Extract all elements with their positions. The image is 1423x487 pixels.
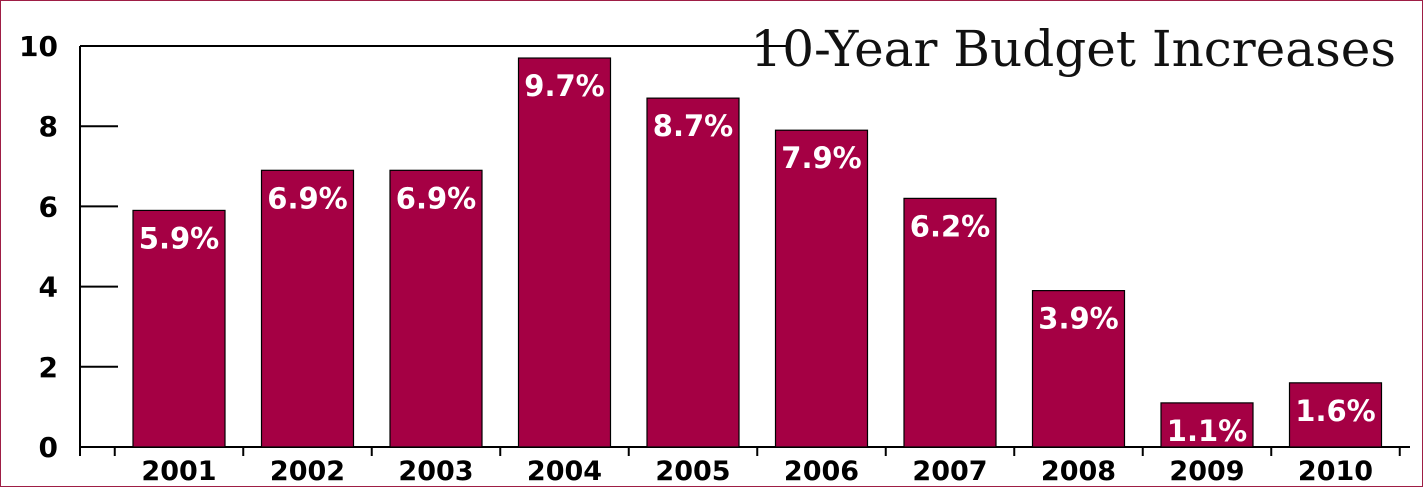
bar-2007: [903, 197, 997, 448]
x-tick-label-2003: 2003: [398, 456, 473, 487]
x-tick-label-2009: 2009: [1169, 456, 1244, 487]
chart-bars: [132, 57, 1383, 448]
x-tick-label-2004: 2004: [527, 456, 602, 487]
y-tick-label-0: 0: [39, 431, 58, 464]
data-label-2008: 3.9%: [1038, 302, 1118, 336]
bar-2008: [1031, 290, 1126, 448]
bar-2003: [389, 169, 483, 448]
x-tick-label-2005: 2005: [655, 456, 730, 487]
chart-labels: 5.9% 2001 6.9% 2002 6.9% 2003 9.7% 2004 8.7% 2005…: [139, 69, 1376, 487]
chart-title: 10-Year Budget Increases: [750, 20, 1396, 78]
data-label-2001: 5.9%: [139, 221, 219, 255]
bar-2009: [1160, 402, 1254, 448]
bar-2004: [517, 57, 612, 448]
bar-2001: [132, 209, 226, 448]
data-label-2009: 1.1%: [1167, 414, 1247, 448]
x-tick-label-2001: 2001: [141, 456, 216, 487]
x-tick-label-2002: 2002: [270, 456, 345, 487]
x-tick-label-2010: 2010: [1298, 456, 1373, 487]
bar-2002: [260, 169, 355, 448]
x-tick-label-2007: 2007: [912, 456, 987, 487]
data-label-2006: 7.9%: [781, 141, 861, 175]
data-label-2005: 8.7%: [653, 109, 733, 143]
bar-2006: [774, 129, 869, 448]
x-tick-label-2008: 2008: [1041, 456, 1116, 487]
data-label-2010: 1.6%: [1295, 394, 1375, 428]
x-tick-label-2006: 2006: [784, 456, 859, 487]
y-tick-label-8: 8: [39, 110, 58, 143]
y-tick-label-2: 2: [39, 351, 58, 384]
data-label-2002: 6.9%: [267, 181, 347, 215]
y-tick-label-6: 6: [39, 190, 58, 223]
data-label-2007: 6.2%: [910, 209, 990, 243]
y-tick-label-4: 4: [39, 271, 58, 304]
data-label-2003: 6.9%: [396, 181, 476, 215]
bar-2010: [1288, 382, 1383, 448]
bar-2005: [646, 97, 740, 448]
data-label-2004: 9.7%: [524, 69, 604, 103]
y-tick-label-10: 10: [19, 30, 58, 63]
